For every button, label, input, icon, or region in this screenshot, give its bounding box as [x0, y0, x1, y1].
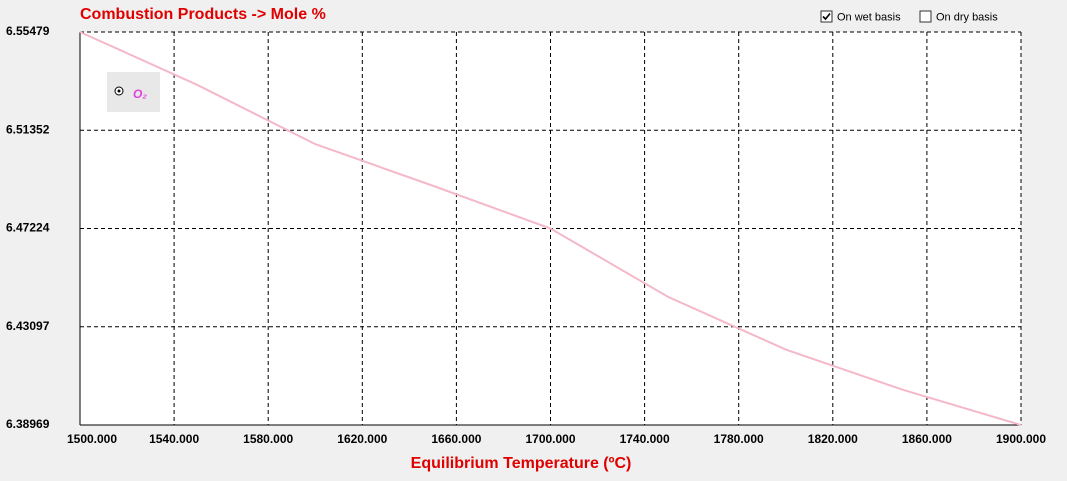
y-tick-label: 6.47224 — [6, 221, 50, 235]
legend-label: O₂ — [133, 87, 147, 101]
checkbox[interactable] — [919, 10, 932, 23]
x-tick-label: 1900.000 — [996, 432, 1046, 446]
y-tick-label: 6.43097 — [6, 319, 50, 333]
checkbox-label[interactable]: On dry basis — [936, 11, 998, 23]
x-tick-label: 1740.000 — [620, 432, 670, 446]
y-tick-label: 6.38969 — [6, 417, 50, 431]
checkbox-check — [822, 12, 831, 21]
legend-radio-dot — [117, 89, 121, 93]
x-tick-label: 1780.000 — [714, 432, 764, 446]
y-tick-label: 6.51352 — [6, 122, 50, 136]
x-tick-label: 1820.000 — [808, 432, 858, 446]
x-tick-label: 1860.000 — [902, 432, 952, 446]
x-tick-label: 1660.000 — [431, 432, 481, 446]
x-tick-label: 1540.000 — [149, 432, 199, 446]
y-tick-label: 6.55479 — [6, 24, 50, 38]
x-tick-label: 1500.000 — [67, 432, 117, 446]
data-line — [79, 31, 1022, 426]
x-tick-label: 1700.000 — [525, 432, 575, 446]
x-tick-label: 1620.000 — [337, 432, 387, 446]
checkbox[interactable] — [820, 10, 833, 23]
chart-title: Combustion Products -> Mole % — [80, 6, 326, 23]
checkbox-label[interactable]: On wet basis — [837, 11, 901, 23]
x-axis-label: Equilibrium Temperature (ºC) — [411, 455, 632, 472]
x-tick-label: 1580.000 — [243, 432, 293, 446]
